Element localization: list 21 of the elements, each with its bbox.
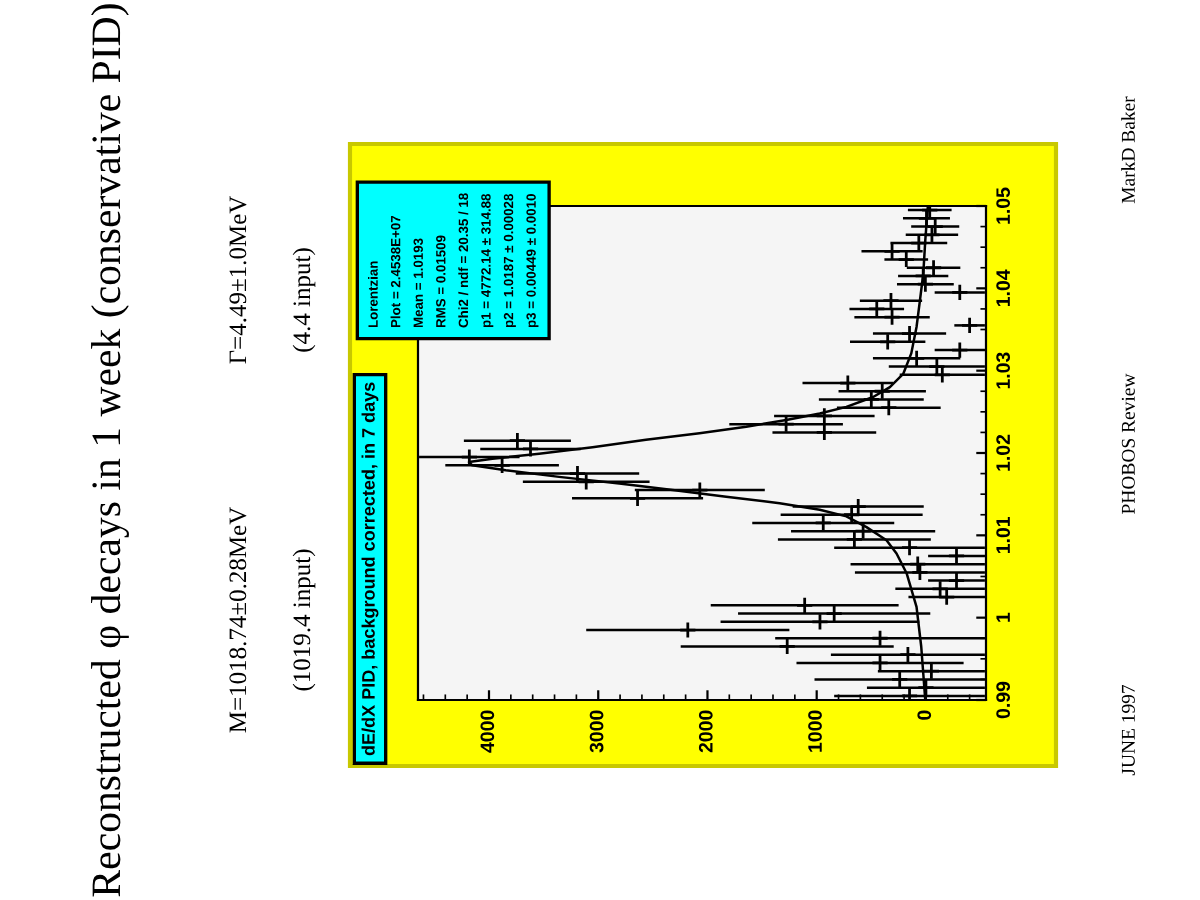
text: PHOBOS Review bbox=[1121, 373, 1135, 514]
text: Γ=4.49±1.0MeV bbox=[229, 195, 247, 364]
y-tick-label: 1.05 bbox=[996, 187, 1010, 224]
y-tick-label: 0.99 bbox=[996, 681, 1010, 719]
x-tick-label: 4000 bbox=[480, 710, 495, 753]
x-tick-label: 1000 bbox=[808, 710, 822, 752]
text: M=1018.74±0.28MeV bbox=[229, 507, 247, 733]
text: Reconstructed φ decays in 1 week (conservative PID) bbox=[91, 4, 129, 897]
text: MarkD Baker bbox=[1121, 96, 1135, 204]
text: (1019.4 input) bbox=[292, 549, 316, 691]
text: dE/dX PID, background corrected, in 7 days bbox=[361, 382, 379, 756]
x-tick-label: 0 bbox=[917, 710, 932, 720]
y-tick-label: 1.02 bbox=[996, 434, 1010, 471]
x-tick-label: 2000 bbox=[698, 710, 713, 753]
y-tick-label: 1.01 bbox=[996, 516, 1010, 554]
text: (4.4 input) bbox=[292, 248, 316, 352]
x-tick-label: 3000 bbox=[589, 710, 604, 753]
y-tick-label: 1.03 bbox=[996, 352, 1011, 389]
text: JUNE 1997 bbox=[1121, 684, 1135, 776]
y-tick-label: 1.04 bbox=[996, 269, 1010, 307]
y-tick-label: 1 bbox=[996, 612, 1010, 622]
